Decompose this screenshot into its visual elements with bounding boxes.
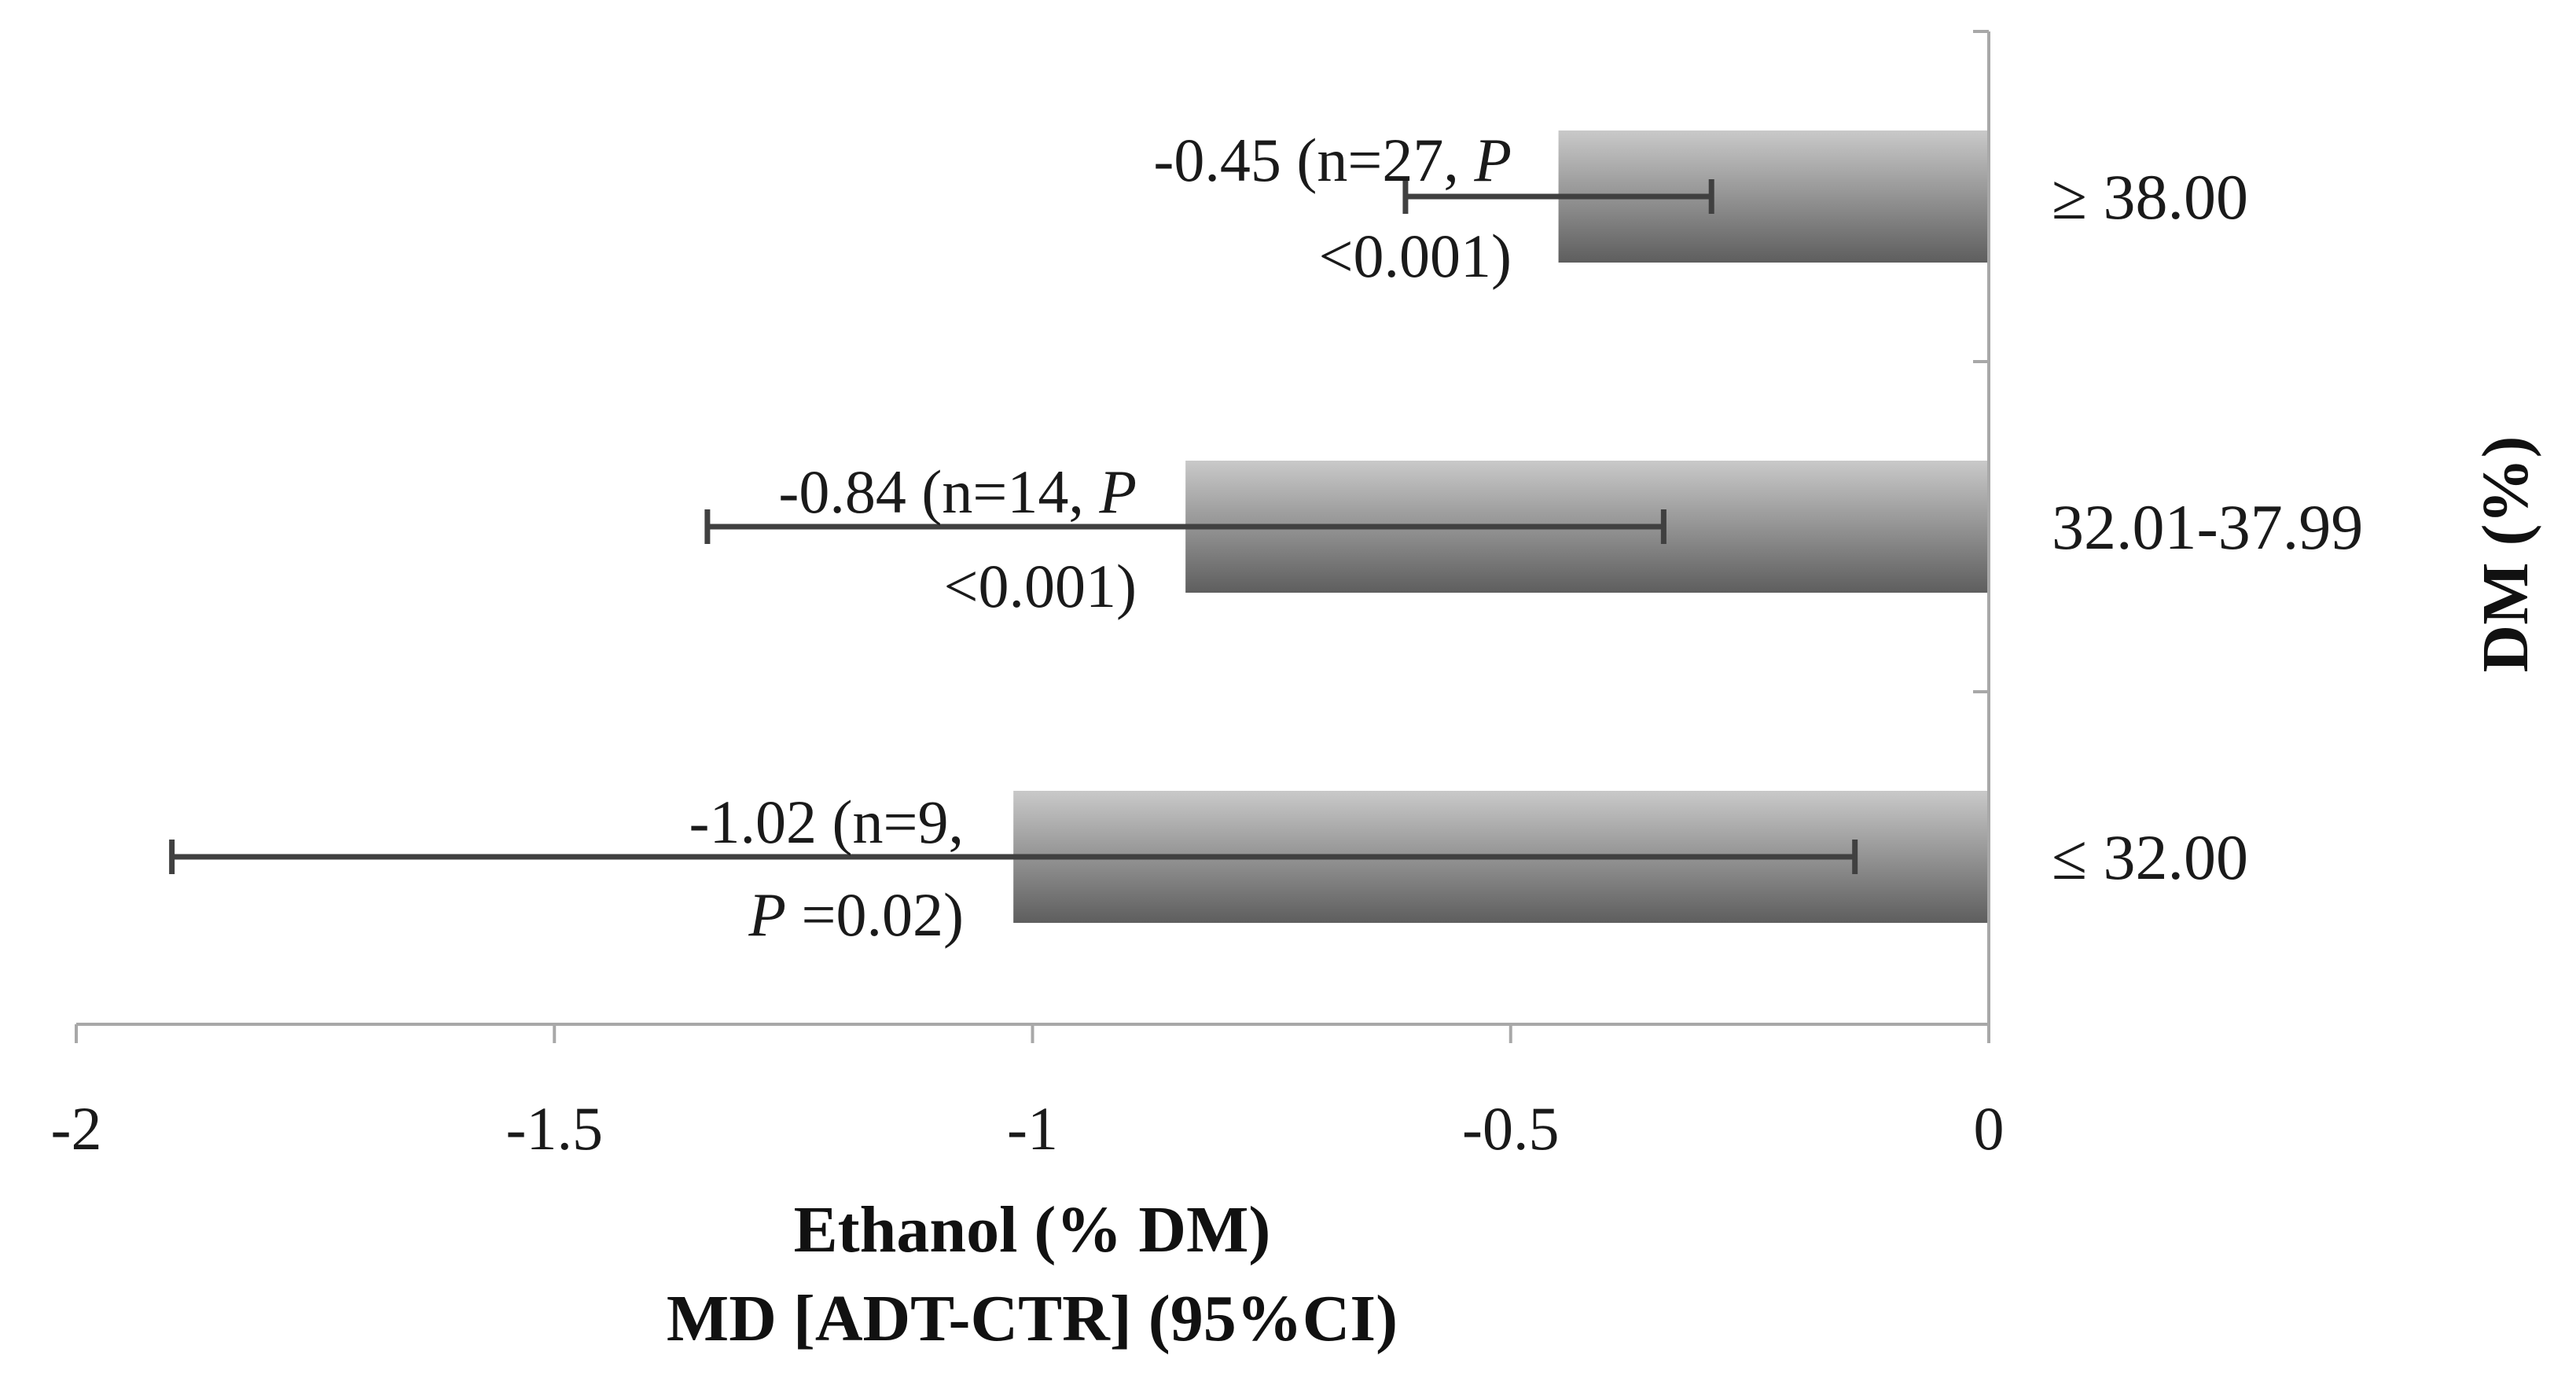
data-label-text: -1.02 (n=9,: [689, 788, 964, 856]
error-bars-layer: [169, 179, 1858, 874]
p-symbol: P: [748, 880, 786, 949]
p-symbol: P: [1473, 126, 1512, 194]
data-label-text: <0.001): [944, 552, 1137, 620]
data-label-1-line2: <0.001): [1319, 222, 1512, 290]
x-tick-label: -1: [1007, 1094, 1058, 1163]
x-axis-subtitle: MD [ADT-CTR] (95%CI): [667, 1282, 1398, 1355]
data-label-3-line1: -1.02 (n=9,: [689, 788, 964, 856]
data-label-2-line2: <0.001): [944, 552, 1137, 620]
x-tick-label: 0: [1974, 1094, 2005, 1163]
category-label: ≥ 38.00: [2052, 161, 2248, 233]
data-label-text: <0.001): [1319, 222, 1512, 290]
data-label-3-line2: P =0.02): [748, 880, 964, 949]
category-label: 32.01-37.99: [2052, 491, 2363, 563]
labels-layer: -2 -1.5 -1 -0.5 0 ≥ 38.00 32.01-37.99 ≤ 32.00 -0…: [51, 126, 2542, 1355]
data-label-text: =0.02): [786, 880, 964, 949]
x-axis-title: Ethanol (% DM): [794, 1193, 1271, 1266]
p-symbol: P: [1098, 457, 1137, 526]
data-label-text: -0.84 (n=14,: [778, 457, 1099, 526]
x-tick-label: -2: [51, 1094, 102, 1163]
data-label-text: -0.45 (n=27,: [1153, 126, 1474, 194]
x-tick-label: -0.5: [1462, 1094, 1559, 1163]
data-label-1-line1: -0.45 (n=27, P: [1153, 126, 1512, 194]
x-tick-label: -1.5: [506, 1094, 603, 1163]
category-label: ≤ 32.00: [2052, 821, 2248, 893]
y-axis-title: DM (%): [2469, 436, 2542, 673]
axes-layer: [75, 30, 1990, 1043]
data-label-2-line1: -0.84 (n=14, P: [778, 457, 1137, 526]
